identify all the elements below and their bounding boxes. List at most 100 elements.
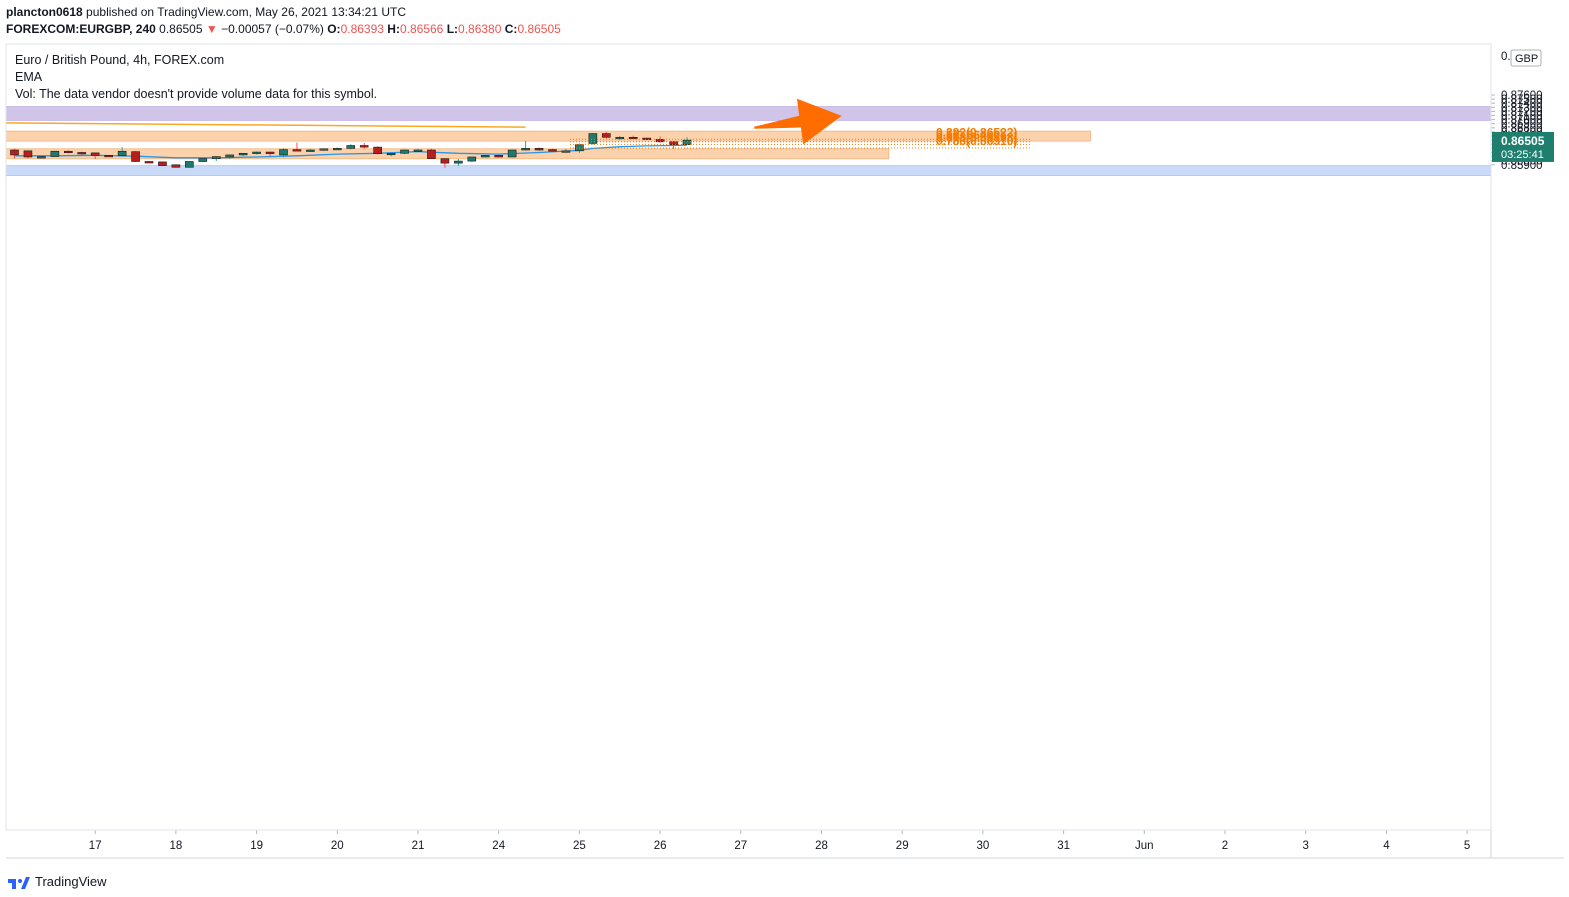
currency-box	[1510, 49, 1542, 67]
candle	[265, 151, 275, 157]
candle-body	[628, 136, 638, 140]
price-badge-box	[1492, 131, 1554, 162]
time-tick-label: 3	[1302, 840, 1308, 852]
candle-body	[332, 148, 342, 151]
candle-body	[37, 156, 46, 159]
time-tick-label: 29	[896, 840, 909, 852]
publish-info: published on TradingView.com, May 26, 20…	[86, 5, 407, 19]
low-label: L:	[446, 22, 459, 36]
time-axis: 17 18 19 20 21 24 25 26 27 28 29 30 31 Jun 2 3 4 5	[6, 829, 1564, 859]
candle	[413, 148, 423, 152]
series-title[interactable]: Euro / British Pound, 4h, FOREX.com	[15, 53, 225, 67]
price-tick-label-top: 0.	[1501, 51, 1511, 63]
candle	[386, 152, 396, 157]
candle-body	[507, 149, 517, 158]
candle	[292, 142, 302, 152]
candles-layer	[10, 131, 692, 168]
volume-indicator-label[interactable]: Vol: The data vendor doesn't provide vol…	[15, 87, 378, 101]
high-label: H:	[387, 22, 400, 36]
candle-body	[454, 160, 463, 164]
candle-body	[548, 149, 557, 152]
candle-body	[480, 155, 490, 158]
candle-body	[615, 136, 625, 140]
tradingview-footer[interactable]: TradingView	[8, 874, 107, 889]
time-tick-label: 31	[1057, 840, 1070, 852]
drawings-layer	[5, 98, 842, 145]
price-tick-label: 0.87100	[1501, 111, 1543, 123]
low-value: 0.86380	[458, 22, 502, 36]
candle-body	[642, 137, 651, 140]
publish-line: plancton0618 published on TradingView.co…	[6, 4, 561, 21]
candle	[548, 148, 557, 152]
ema-line	[14, 144, 688, 159]
candle-body	[521, 148, 530, 151]
candle	[480, 154, 490, 158]
candle	[64, 150, 73, 154]
candle	[400, 149, 409, 155]
plot-frame	[5, 43, 1492, 831]
candle-body	[50, 150, 60, 157]
candle	[507, 149, 517, 158]
candle-body	[306, 149, 315, 152]
candle-body	[225, 154, 234, 158]
candle	[50, 150, 60, 157]
candle-body	[669, 141, 678, 145]
down-triangle-icon: ▼	[205, 22, 218, 36]
candle-body	[319, 148, 329, 151]
candle-body	[292, 149, 302, 152]
candle	[117, 147, 127, 157]
candle	[90, 152, 100, 160]
price-tick-label: 0.86800	[1501, 123, 1543, 135]
candle	[171, 164, 181, 168]
time-tick-label: 26	[654, 840, 667, 852]
candle	[37, 155, 46, 159]
price-axis: 0.876000.875000.874000.873000.872000.871…	[1490, 44, 1554, 830]
candle	[131, 151, 140, 162]
candle	[669, 140, 678, 149]
candle-body	[413, 149, 423, 152]
close-label: C:	[504, 22, 518, 36]
candle	[306, 149, 315, 152]
candle-body	[185, 161, 194, 168]
last-price: 0.86505	[159, 22, 203, 36]
candle	[23, 150, 33, 159]
candle-body	[346, 145, 356, 149]
candle	[561, 148, 571, 153]
price-tick-label: 0.87000	[1501, 115, 1543, 127]
candle	[332, 147, 342, 151]
price-tick-label: 0.87200	[1501, 106, 1543, 118]
candle-body	[534, 148, 544, 151]
candle	[454, 159, 463, 167]
currency-label: GBP	[1515, 53, 1538, 65]
time-tick-label: 20	[331, 840, 344, 852]
trend-line	[5, 122, 526, 128]
price-tick-label: 0.85900	[1501, 160, 1543, 172]
candle-body	[90, 152, 100, 156]
fib-level-label: 0.5(0.86460)	[936, 128, 1004, 142]
high-value: 0.86566	[399, 22, 444, 36]
candle	[198, 157, 208, 162]
author-name[interactable]: plancton0618	[6, 5, 83, 19]
time-tick-label: 27	[734, 840, 747, 852]
candle-body	[211, 156, 221, 159]
price-tick-label: 0.87600	[1501, 90, 1543, 102]
price-badge-value: 0.86505	[1501, 134, 1545, 148]
time-tick-label: 18	[170, 840, 183, 852]
time-tick-label: 30	[977, 840, 990, 852]
currency-tag: GBP	[1510, 49, 1542, 67]
price-tick-label: 0.87300	[1501, 102, 1543, 114]
open-value: 0.86393	[340, 22, 384, 36]
tradingview-logo-icon	[8, 876, 30, 889]
candle	[211, 156, 221, 162]
candle-body	[171, 164, 181, 168]
fib-level-label: 0.618(0.86398)	[936, 130, 1017, 144]
ema-indicator-label[interactable]: EMA	[15, 70, 43, 84]
footer-brand: TradingView	[35, 874, 107, 889]
candle	[185, 161, 194, 168]
candle-body	[440, 158, 450, 164]
price-tick-label: 0.86900	[1501, 119, 1543, 131]
candle	[534, 147, 544, 151]
candle-body	[427, 149, 436, 159]
candle	[373, 146, 382, 155]
